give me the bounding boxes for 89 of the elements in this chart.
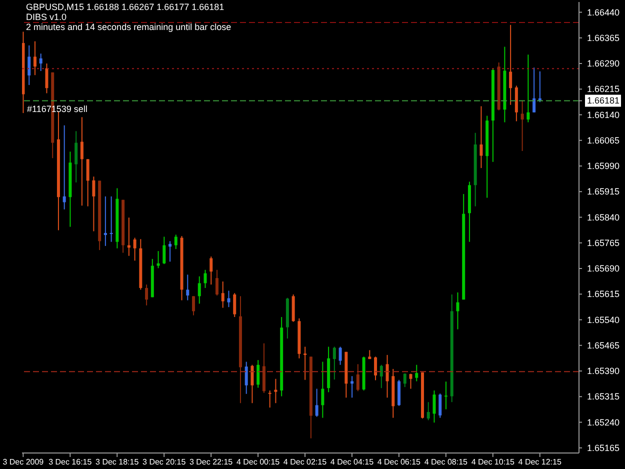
candlestick [80, 116, 84, 206]
candlestick [380, 364, 383, 389]
y-tick-label: 1.65315 [587, 392, 620, 402]
candlestick [227, 290, 230, 308]
candlestick [110, 196, 113, 242]
candlestick [356, 364, 360, 392]
candlestick [386, 354, 389, 398]
candlestick [374, 356, 378, 381]
y-tick-label: 1.65915 [587, 186, 620, 197]
y-tick-label: 1.66365 [587, 32, 620, 43]
candlestick [426, 402, 430, 421]
candlestick [274, 378, 278, 404]
candlestick [86, 158, 90, 207]
y-tick-label: 1.66290 [587, 58, 620, 68]
candlestick [162, 236, 166, 265]
x-tick-label: 3 Dec 18:15 [96, 458, 140, 467]
text: DIBS v1.0 [26, 12, 68, 22]
candlestick [415, 364, 418, 382]
candlestick [250, 364, 254, 404]
y-tick-label: 1.65165 [587, 442, 620, 453]
candlestick [62, 124, 66, 210]
x-tick-label: 4 Dec 00:15 [236, 458, 280, 467]
candlestick [244, 361, 248, 394]
candlestick [403, 372, 406, 388]
candlestick [215, 269, 218, 296]
candlestick [233, 292, 236, 318]
y-tick-label: 1.65615 [587, 289, 620, 300]
candlestick [74, 130, 78, 183]
candlestick [509, 24, 512, 106]
candlestick [332, 346, 336, 380]
y-tick-label: 1.65990 [587, 161, 620, 171]
y-tick-label: 1.66140 [587, 110, 620, 120]
y-tick-label: 1.65840 [587, 212, 620, 222]
x-tick-label: 4 Dec 02:15 [283, 458, 328, 467]
candlestick [256, 360, 260, 388]
candlestick [432, 390, 436, 424]
candlestick [45, 63, 48, 94]
y-tick-label: 1.66065 [587, 135, 620, 146]
x-tick-label: 4 Dec 12:15 [518, 458, 562, 467]
x-tick-label: 4 Dec 04:15 [330, 458, 374, 467]
candlestick [133, 237, 136, 262]
candlestick [174, 234, 178, 250]
x-tick-label: 3 Dec 22:15 [189, 458, 234, 467]
candlestick [532, 67, 536, 113]
chart-title: GBPUSD,M15 1.66188 1.66267 1.66177 1.66181 [26, 2, 226, 12]
candlestick [39, 53, 42, 72]
y-tick-label: 1.65690 [587, 264, 620, 274]
candlestick [520, 100, 524, 152]
candlestick [321, 361, 324, 418]
x-tick-label: 3 Dec 20:15 [142, 458, 186, 467]
annotation: 2 minutes and 14 seconds remaining until bar close [26, 22, 232, 32]
candlestick [156, 250, 160, 269]
candlestick [315, 388, 318, 418]
candlestick [398, 379, 401, 406]
candlestick [438, 393, 442, 418]
y-tick-label: 1.66181 [587, 96, 620, 106]
y-tick-label: 1.65540 [587, 314, 620, 325]
candlestick [304, 346, 307, 380]
ref-line-label: #11671539 sell [27, 104, 88, 114]
candlestick [456, 292, 460, 330]
x-tick-label: 4 Dec 08:15 [424, 458, 468, 467]
y-tick-label: 1.66215 [587, 84, 620, 94]
candlestick [204, 269, 207, 288]
candlestick [168, 240, 172, 262]
candlestick [92, 176, 96, 232]
candlestick [526, 54, 530, 123]
candlestick [145, 284, 148, 306]
candlestick [221, 280, 224, 308]
candlestick [186, 274, 190, 301]
y-tick-label: 1.65465 [587, 340, 620, 350]
y-tick-label: 1.66440 [587, 7, 620, 18]
x-tick-label: 4 Dec 10:15 [471, 458, 516, 467]
candlestick [338, 346, 342, 366]
x-tick-label: 4 Dec 06:15 [377, 458, 422, 467]
candlestick [28, 44, 31, 86]
candlestick [409, 373, 412, 390]
x-tick-label: 3 Dec 16:15 [48, 458, 92, 467]
candlestick [444, 381, 448, 410]
y-tick-label: 1.65240 [587, 417, 620, 428]
candlestick [104, 196, 107, 246]
candlestick [480, 106, 483, 169]
candlestick [268, 390, 272, 408]
candlestick [198, 276, 201, 304]
candlestick [210, 256, 213, 286]
y-tick-label: 1.65765 [587, 238, 620, 248]
x-tick-label: 3 Dec 2009 [2, 458, 44, 467]
candlestick [33, 40, 36, 76]
y-tick-label: 1.65390 [587, 366, 620, 376]
candlestick [192, 296, 196, 316]
